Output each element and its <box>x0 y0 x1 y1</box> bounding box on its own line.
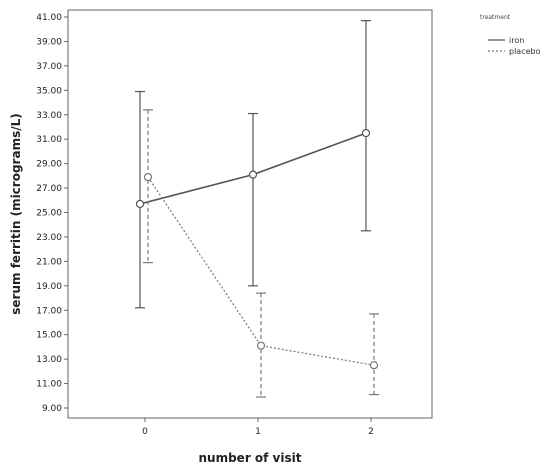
y-tick-label: 31.00 <box>36 135 62 145</box>
x-tick-label: 0 <box>142 427 148 437</box>
y-tick-label: 41.00 <box>36 13 62 23</box>
data-point-iron <box>135 199 145 209</box>
y-tick-label: 19.00 <box>36 282 62 292</box>
x-axis: 0 1 2 <box>142 418 374 437</box>
data-point-iron <box>248 170 258 179</box>
y-tick-label: 35.00 <box>36 86 62 96</box>
data-point-iron <box>361 128 371 138</box>
y-tick-label: 21.00 <box>36 257 62 267</box>
y-axis-label: serum ferritin (micrograms/L) <box>9 113 23 314</box>
y-tick-label: 13.00 <box>36 355 62 365</box>
y-tick-label: 37.00 <box>36 62 62 72</box>
y-tick-label: 25.00 <box>36 209 62 219</box>
x-tick-label: 2 <box>368 427 374 437</box>
data-point-placebo <box>143 172 153 182</box>
y-tick-label: 11.00 <box>36 380 62 390</box>
x-axis-label: number of visit <box>199 451 302 465</box>
y-tick-label: 17.00 <box>36 306 62 316</box>
y-tick-label: 39.00 <box>36 37 62 47</box>
series-placebo <box>143 109 379 398</box>
legend: treatment iron placebo <box>480 14 541 56</box>
y-tick-label: 23.00 <box>36 233 62 243</box>
y-axis: 9.00 11.00 13.00 15.00 17.00 19.00 21.00 23.00 2… <box>36 13 68 414</box>
legend-title: treatment <box>480 14 511 21</box>
y-tick-label: 27.00 <box>36 184 62 194</box>
data-point-placebo <box>256 341 266 350</box>
series-iron <box>135 20 371 309</box>
plot-area <box>67 9 433 419</box>
series-layer <box>135 20 379 398</box>
y-tick-label: 9.00 <box>42 404 62 414</box>
y-tick-label: 15.00 <box>36 331 62 341</box>
legend-label-iron: iron <box>509 36 524 45</box>
data-point-placebo <box>369 361 379 370</box>
y-tick-label: 29.00 <box>36 160 62 170</box>
y-tick-label: 33.00 <box>36 111 62 121</box>
x-tick-label: 1 <box>255 427 261 437</box>
legend-label-placebo: placebo <box>509 47 541 56</box>
